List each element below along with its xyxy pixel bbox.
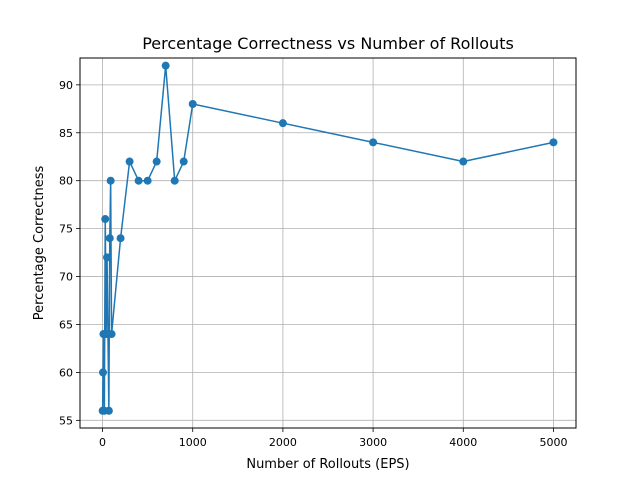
- data-point: [125, 157, 134, 166]
- data-point: [106, 176, 115, 185]
- x-tick-label: 3000: [359, 436, 387, 449]
- y-tick-label: 80: [59, 175, 73, 188]
- y-tick-label: 65: [59, 318, 73, 331]
- data-point: [278, 119, 287, 128]
- data-point: [459, 157, 468, 166]
- data-point: [105, 234, 114, 243]
- data-point: [116, 234, 125, 243]
- y-tick-label: 85: [59, 127, 73, 140]
- y-tick-label: 70: [59, 271, 73, 284]
- data-point: [170, 176, 179, 185]
- y-tick-label: 55: [59, 414, 73, 427]
- x-tick-label: 5000: [539, 436, 567, 449]
- data-point: [134, 176, 143, 185]
- data-point: [107, 330, 116, 339]
- series-layer: [98, 61, 558, 415]
- y-axis-label: Percentage Correctness: [32, 166, 47, 321]
- data-point: [188, 100, 197, 109]
- x-axis-label: Number of Rollouts (EPS): [246, 457, 409, 472]
- x-tick-label: 2000: [269, 436, 297, 449]
- data-point: [143, 176, 152, 185]
- data-point: [101, 215, 110, 224]
- plot-frame: [79, 57, 577, 429]
- data-point: [161, 61, 170, 70]
- data-point: [152, 157, 161, 166]
- x-tick-label: 0: [99, 436, 106, 449]
- x-tick-label: 4000: [449, 436, 477, 449]
- chart-title: Percentage Correctness vs Number of Roll…: [142, 34, 514, 53]
- axis-ticks: 0 1000 2000 3000 4000 5000 55 60 65 70 75 80 85 90: [59, 79, 567, 449]
- y-tick-label: 60: [59, 366, 73, 379]
- y-tick-label: 90: [59, 79, 73, 92]
- data-point: [369, 138, 378, 147]
- data-point: [179, 157, 188, 166]
- x-tick-label: 1000: [179, 436, 207, 449]
- data-point: [549, 138, 558, 147]
- data-point: [103, 253, 112, 262]
- data-point: [104, 406, 113, 415]
- y-tick-label: 75: [59, 223, 73, 236]
- data-point: [98, 368, 107, 377]
